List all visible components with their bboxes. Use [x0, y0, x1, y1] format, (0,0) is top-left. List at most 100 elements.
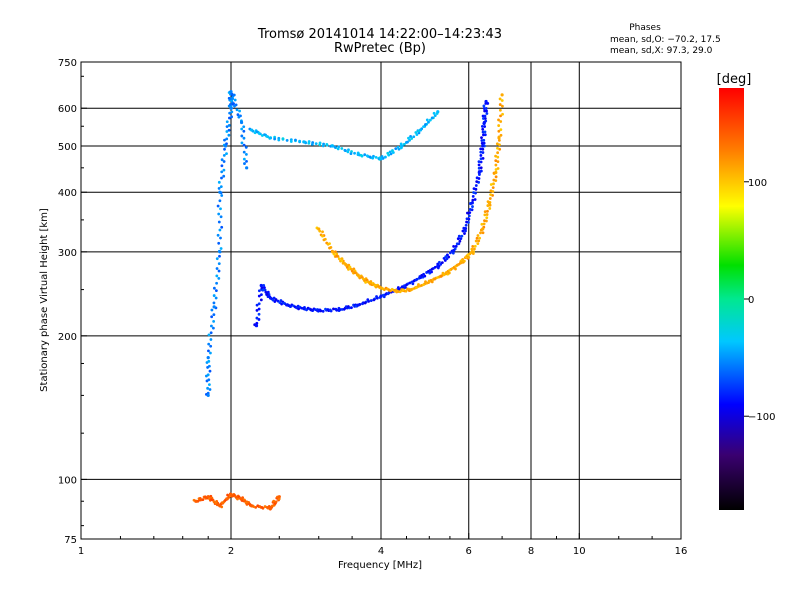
data-point [337, 145, 341, 149]
data-point [477, 163, 481, 167]
data-point [207, 359, 211, 363]
x-tick-label: 4 [378, 546, 384, 557]
data-point [479, 154, 483, 157]
x-tick-label: 2 [228, 546, 234, 557]
data-point [201, 498, 205, 502]
data-point [401, 288, 405, 292]
data-point [496, 155, 500, 159]
data-point [242, 136, 246, 140]
data-point [395, 289, 399, 293]
data-point [363, 301, 367, 305]
data-point [262, 283, 266, 287]
data-point [260, 506, 264, 509]
data-point [218, 190, 222, 194]
data-point [263, 133, 266, 137]
data-point [474, 239, 478, 243]
data-point [289, 140, 293, 143]
data-point [271, 298, 275, 302]
data-point [254, 324, 259, 328]
data-point [478, 236, 482, 240]
data-point [340, 147, 344, 150]
data-point [243, 162, 246, 165]
data-point [218, 199, 222, 203]
data-point [278, 301, 282, 304]
data-point [273, 300, 277, 303]
data-point [311, 309, 315, 312]
data-point [194, 499, 198, 503]
data-point [245, 503, 249, 506]
data-point [325, 143, 329, 146]
data-point [468, 208, 472, 211]
data-point [428, 118, 432, 122]
data-point [237, 115, 241, 119]
data-point [467, 214, 471, 218]
data-point [356, 152, 360, 157]
data-point [448, 268, 452, 272]
data-point [471, 194, 475, 198]
data-point [477, 170, 481, 175]
data-point [492, 178, 496, 182]
data-point [261, 288, 265, 292]
data-point [482, 138, 486, 142]
data-point [368, 281, 372, 285]
data-point [483, 130, 487, 134]
data-point [242, 157, 246, 161]
data-point [498, 108, 502, 112]
data-point [460, 234, 464, 238]
data-point [482, 117, 485, 120]
data-point [440, 261, 444, 265]
data-point [257, 289, 261, 293]
data-point [266, 290, 270, 294]
data-point [228, 111, 232, 115]
data-point [209, 344, 213, 348]
data-point [223, 144, 228, 148]
data-point [407, 136, 410, 140]
data-point [444, 255, 448, 259]
data-point [414, 131, 418, 134]
data-point [433, 265, 437, 269]
data-point [475, 180, 479, 184]
data-point [321, 230, 324, 234]
data-point [225, 120, 229, 124]
data-point [206, 391, 210, 395]
data-point [483, 133, 487, 137]
data-point [265, 506, 269, 509]
data-point [228, 116, 231, 120]
data-point [326, 308, 330, 311]
data-point [488, 203, 492, 207]
data-point [412, 279, 416, 283]
data-point [203, 495, 207, 499]
data-point [498, 103, 502, 106]
data-point [499, 133, 503, 137]
x-axis-label: Frequency [MHz] [338, 560, 422, 571]
data-point [485, 213, 489, 216]
data-point [297, 307, 300, 311]
data-point [239, 497, 244, 501]
data-point [424, 280, 427, 284]
data-point [488, 207, 492, 210]
data-point [496, 146, 499, 150]
data-point [485, 112, 489, 115]
data-point [334, 250, 337, 254]
data-point [492, 182, 495, 186]
data-point [436, 110, 440, 114]
data-point [240, 127, 244, 131]
data-point [398, 290, 402, 294]
data-point [198, 497, 202, 500]
data-point [268, 296, 273, 300]
data-point [471, 198, 475, 202]
data-point [207, 383, 211, 387]
data-point [459, 237, 463, 241]
data-point [218, 228, 222, 232]
data-point [427, 279, 431, 284]
stats-line-o: mean, sd,O: −70.2, 17.5 [610, 35, 721, 45]
data-point [403, 284, 406, 288]
data-point [318, 143, 322, 147]
colorbar-ticks: 100 0 −100 [744, 178, 775, 423]
data-point [206, 393, 210, 398]
data-point [333, 145, 337, 149]
data-point [481, 147, 485, 151]
data-point [476, 242, 480, 246]
data-point [227, 128, 231, 132]
data-point [222, 174, 226, 178]
